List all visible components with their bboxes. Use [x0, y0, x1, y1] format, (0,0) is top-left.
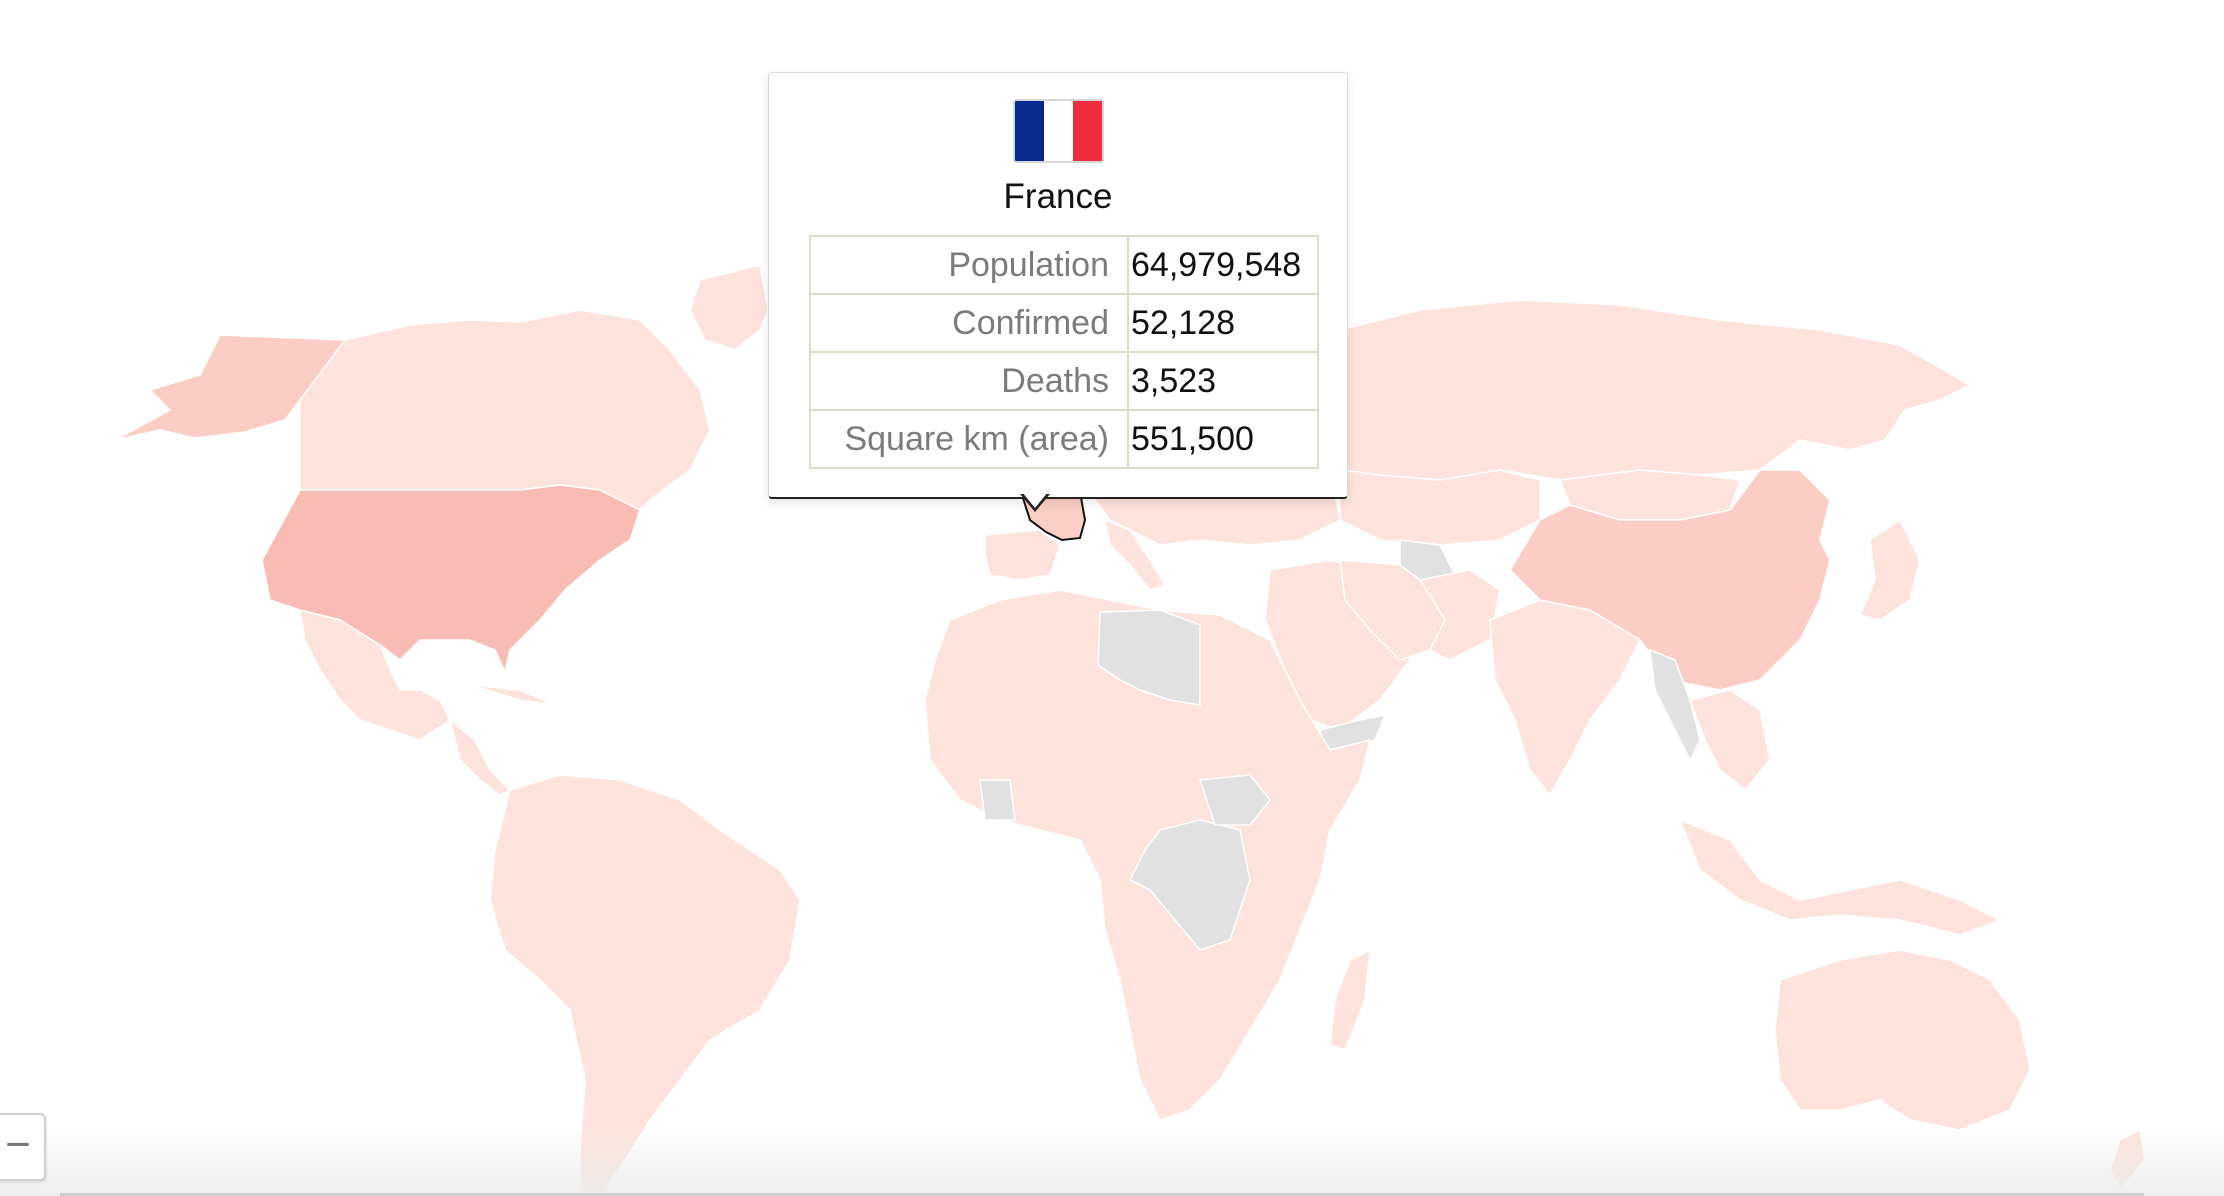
country-west-africa-gray [979, 779, 1016, 821]
country-tooltip: France Population 64,979,548 Confirmed 5… [768, 72, 1348, 499]
table-row: Deaths 3,523 [809, 351, 1319, 411]
country-japan[interactable] [1858, 518, 1921, 621]
map-bottom-fade [0, 1126, 2224, 1196]
country-central-america[interactable] [448, 717, 512, 796]
deaths-label: Deaths [809, 351, 1129, 411]
country-madagascar[interactable] [1329, 948, 1371, 1051]
area-value: 551,500 [1127, 409, 1319, 469]
population-value: 64,979,548 [1127, 235, 1319, 295]
country-russia[interactable] [1339, 299, 1972, 481]
table-row: Square km (area) 551,500 [809, 409, 1319, 469]
country-kazakhstan[interactable] [1339, 469, 1541, 546]
country-australia[interactable] [1774, 949, 2031, 1131]
country-greenland[interactable] [689, 264, 769, 351]
country-china[interactable] [1508, 469, 1831, 691]
country-myanmar [1649, 648, 1701, 762]
zoom-out-button[interactable]: − [0, 1113, 46, 1181]
population-label: Population [809, 235, 1129, 295]
table-row: Confirmed 52,128 [809, 293, 1319, 353]
country-drc [1128, 819, 1251, 951]
table-row: Population 64,979,548 [809, 235, 1319, 295]
country-pakistan-afghanistan[interactable] [1418, 569, 1501, 661]
tooltip-country-name: France [1003, 177, 1113, 216]
tooltip-pointer [1020, 492, 1050, 512]
confirmed-label: Confirmed [809, 293, 1129, 353]
flag-stripe-red [1073, 101, 1102, 161]
deaths-value: 3,523 [1127, 351, 1319, 411]
country-canada[interactable] [299, 309, 711, 511]
country-southeast-asia[interactable] [1688, 689, 1771, 792]
flag-stripe-white [1044, 101, 1073, 161]
flag-stripe-blue [1015, 101, 1044, 161]
country-india[interactable] [1489, 599, 1642, 797]
country-spain[interactable] [984, 529, 1061, 581]
country-italy[interactable] [1103, 518, 1167, 591]
area-label: Square km (area) [809, 409, 1129, 469]
country-south-sudan [1198, 774, 1272, 826]
country-stats-table: Population 64,979,548 Confirmed 52,128 D… [809, 235, 1319, 469]
country-cuba[interactable] [469, 684, 556, 706]
country-south-america[interactable] [489, 774, 801, 1196]
france-flag-icon [1013, 99, 1104, 163]
map-bottom-border [60, 1193, 2144, 1196]
confirmed-value: 52,128 [1127, 293, 1319, 353]
country-libya [1097, 609, 1201, 706]
country-indonesia[interactable] [1678, 818, 2002, 936]
